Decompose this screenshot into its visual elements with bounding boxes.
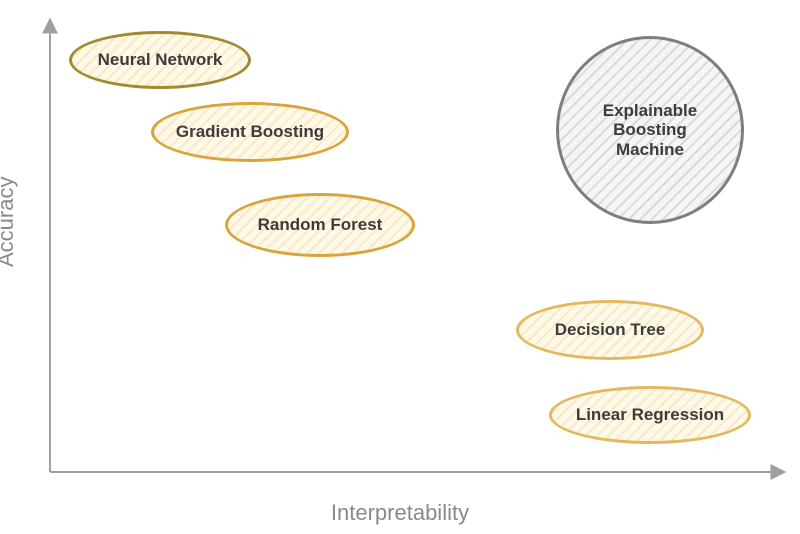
node-label: Neural Network xyxy=(98,50,223,70)
node-neural-network: Neural Network xyxy=(69,31,251,89)
node-gradient-boosting: Gradient Boosting xyxy=(151,102,349,162)
diagram-stage: Interpretability Accuracy Neural Network… xyxy=(0,0,800,534)
node-label: Decision Tree xyxy=(555,320,666,340)
node-label: Random Forest xyxy=(258,215,383,235)
node-label: Linear Regression xyxy=(576,405,724,425)
node-label: Gradient Boosting xyxy=(176,122,324,142)
node-linear-regression: Linear Regression xyxy=(549,386,751,444)
node-label: Explainable Boosting Machine xyxy=(603,101,697,160)
node-decision-tree: Decision Tree xyxy=(516,300,704,360)
x-axis-label: Interpretability xyxy=(331,500,469,526)
node-ebm: Explainable Boosting Machine xyxy=(556,36,744,224)
y-axis-label: Accuracy xyxy=(0,177,19,267)
node-random-forest: Random Forest xyxy=(225,193,415,257)
